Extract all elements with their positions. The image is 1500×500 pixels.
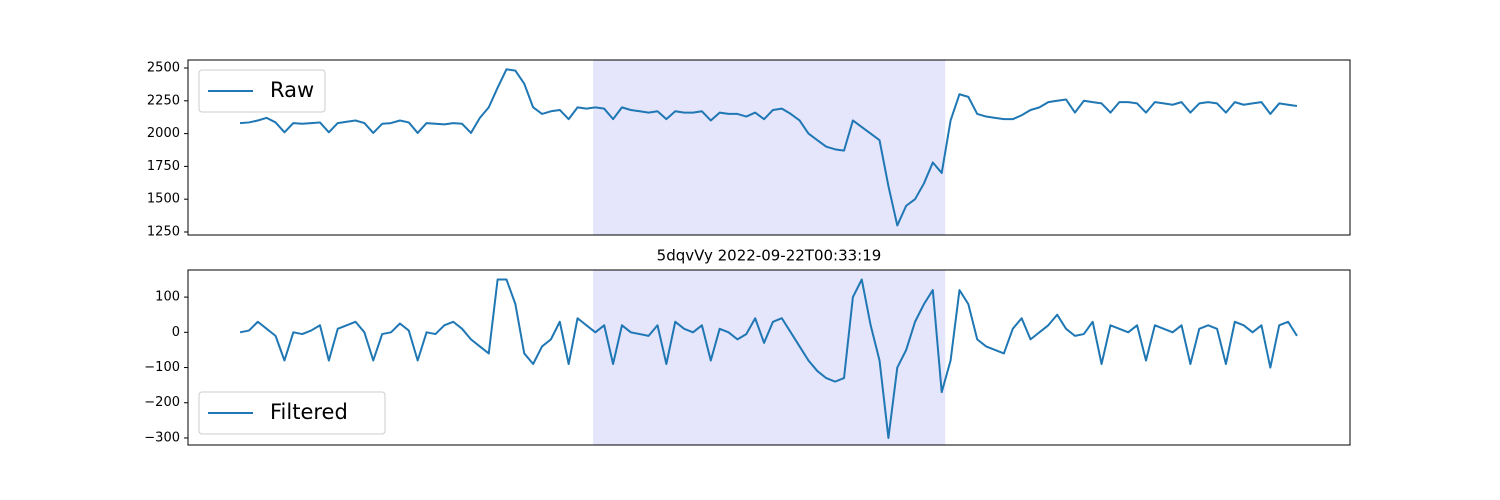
series-line: [239, 278, 1298, 439]
y-tick-label: 100: [155, 290, 180, 305]
y-tick-label: 1750: [147, 159, 180, 174]
highlight-span: [593, 270, 946, 445]
legend-label: Raw: [270, 78, 314, 102]
legend-box: [198, 391, 386, 435]
axes-title: 5dqvVy 2022-09-22T00:33:19: [657, 247, 882, 265]
y-tick-label: −100: [144, 360, 180, 375]
y-tick-label: 1250: [147, 224, 180, 239]
y-tick-label: 2250: [147, 93, 180, 108]
y-tick-label: 1500: [147, 192, 180, 207]
series-line: [239, 68, 1298, 227]
y-tick-label: 2500: [147, 61, 180, 76]
highlight-span: [593, 60, 946, 235]
y-tick-label: −300: [144, 430, 180, 445]
legend-box: [198, 69, 326, 113]
y-tick-label: 2000: [147, 126, 180, 141]
y-tick-label: −200: [144, 395, 180, 410]
axes-frame: [187, 59, 1351, 236]
legend-label: Filtered: [270, 400, 348, 424]
axes-frame: [187, 269, 1351, 446]
y-tick-label: 0: [172, 325, 180, 340]
